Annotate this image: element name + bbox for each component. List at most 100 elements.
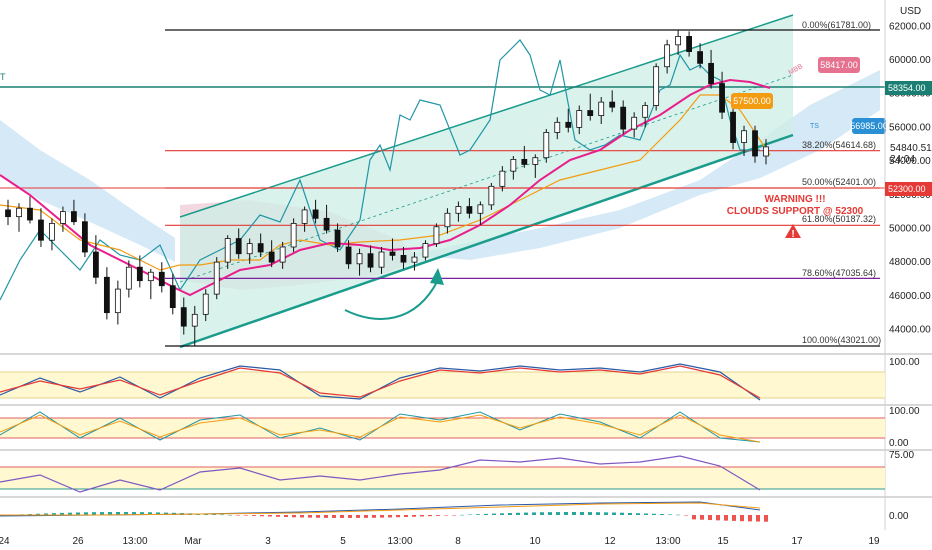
macd-bar	[484, 513, 488, 515]
macd-bar	[100, 512, 104, 515]
macd-bar	[92, 512, 96, 515]
green-level-value: 58354.00	[888, 83, 926, 93]
macd-histogram	[4, 512, 768, 522]
macd-bar	[420, 515, 424, 517]
blue-callout-box	[852, 118, 886, 134]
candle-body	[334, 229, 341, 248]
candle-body	[642, 105, 649, 118]
candle-body	[235, 238, 242, 255]
candle-body	[191, 313, 198, 327]
macd-bar	[132, 512, 136, 515]
macd-bar	[52, 513, 56, 515]
macd-bar	[324, 515, 328, 518]
macd-bar	[444, 515, 448, 516]
macd-bar	[252, 515, 256, 516]
macd-bar	[44, 513, 48, 515]
candle-body	[675, 36, 682, 46]
macd-bar	[748, 515, 752, 522]
macd-bar	[524, 512, 528, 515]
macd-bar	[604, 512, 608, 515]
x-tick-label: 24	[0, 536, 10, 547]
x-tick-label: 8	[455, 536, 461, 547]
y-tick-label: 50000.00	[889, 223, 931, 234]
currency-label: USD	[900, 6, 921, 17]
macd-bar	[356, 515, 360, 518]
macd-bar	[628, 512, 632, 515]
candle-body	[554, 121, 561, 133]
macd-bar	[620, 512, 624, 515]
macd-bar	[548, 512, 552, 515]
candle-body	[312, 209, 319, 219]
macd-bar	[492, 513, 496, 515]
blue-callout-value: 56985.00	[850, 121, 888, 131]
fib-label-100: 100.00%(43021.00)	[802, 335, 881, 345]
candle-body	[257, 243, 264, 253]
macd-bar	[332, 515, 336, 518]
warning-icon	[785, 224, 801, 238]
candle-body	[169, 285, 176, 309]
conversion-line-blue	[0, 39, 760, 301]
red-level-tag	[885, 182, 932, 196]
macd-bar	[644, 513, 648, 515]
base-line-orange	[0, 94, 771, 271]
x-tick-label: 17	[791, 536, 803, 547]
y-tick-label: 56000.00	[889, 122, 931, 133]
warning-subtitle: CLOUDS SUPPORT @ 52300	[727, 206, 864, 217]
macd-bar	[68, 512, 72, 515]
candle-body	[741, 130, 747, 143]
macd-bar	[124, 512, 128, 515]
candle-body	[653, 66, 660, 106]
x-tick-label: 13:00	[655, 536, 680, 547]
macd-bar	[732, 515, 736, 521]
macd-bar	[740, 515, 744, 522]
macd-bar	[300, 515, 304, 518]
candle-body	[686, 36, 693, 52]
x-tick-label: 15	[717, 536, 729, 547]
bounce-arrow	[344, 279, 439, 320]
candle-body	[5, 209, 11, 218]
macd-bar	[340, 515, 344, 518]
ts-label: TS	[810, 123, 819, 130]
candlesticks	[5, 30, 769, 346]
macd-bar	[716, 515, 720, 521]
candle-body	[455, 206, 462, 214]
candle-body	[16, 207, 22, 218]
candle-body	[389, 251, 396, 256]
x-tick-label: 10	[529, 536, 541, 547]
y-tick-label: 46000.00	[889, 291, 931, 302]
candle-body	[576, 110, 583, 128]
candle-body	[532, 157, 539, 165]
macd-bar	[372, 515, 376, 518]
y-tick-label: 44000.00	[889, 325, 931, 336]
candle-body	[730, 111, 736, 143]
macd-bar	[636, 513, 640, 515]
candle-body	[587, 110, 594, 116]
macd-bar	[276, 515, 280, 517]
candle-body	[180, 307, 187, 327]
candle-body	[499, 170, 506, 187]
time-axis: 24 26 13:00 Mar 3 5 13:00 8 10 12 13:00 15 17 19	[0, 536, 880, 547]
x-tick-label: 19	[868, 536, 880, 547]
macd-bar	[204, 513, 208, 515]
candle-body	[598, 101, 605, 116]
macd-bar	[668, 514, 672, 515]
candle-body	[60, 211, 66, 224]
candle-body	[38, 219, 44, 241]
bounce-arrow-head	[430, 268, 444, 285]
macd-bar	[228, 514, 232, 516]
osc2-line-orange	[0, 414, 761, 443]
candle-body	[202, 293, 209, 315]
candle-body	[279, 246, 286, 263]
macd-bar	[660, 514, 664, 515]
fib-label-618: 61.80%(50187.32)	[802, 214, 876, 224]
macd-bar	[292, 515, 296, 518]
candle-body	[356, 253, 363, 265]
y-tick-label: 62000.00	[889, 21, 931, 32]
macd-bar	[436, 515, 440, 516]
macd-bar	[652, 513, 656, 515]
candle-body	[103, 276, 110, 314]
y-tick-label: 54000.00	[889, 156, 931, 167]
macd-bar	[108, 512, 112, 515]
candle-body	[290, 222, 297, 248]
macd-bar	[404, 515, 408, 517]
